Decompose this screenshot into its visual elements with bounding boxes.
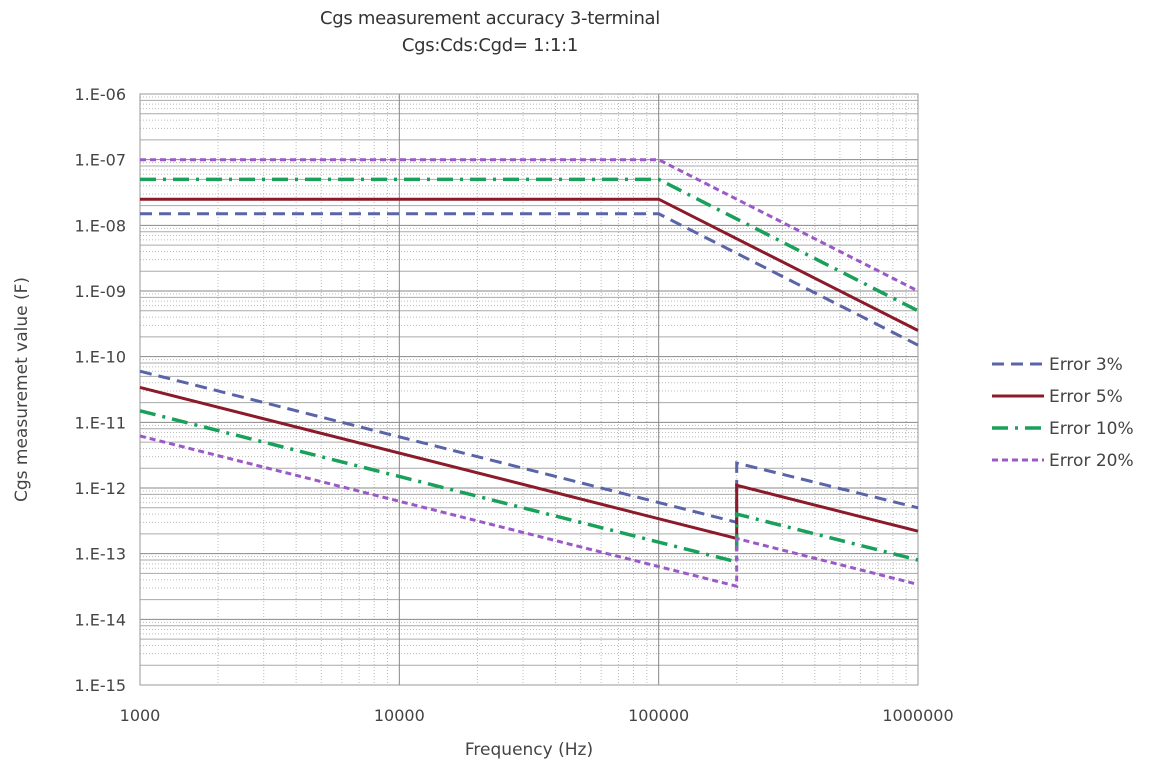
series-line-lower [139, 385, 919, 541]
y-tick-label: 1.E-11 [74, 413, 126, 432]
y-axis-label: Cgs measuremet value (F) [12, 277, 32, 502]
y-tick-label: 1.E-09 [74, 282, 126, 301]
legend-label: Error 3% [1049, 355, 1123, 375]
series-line-upper [140, 212, 919, 347]
legend-label: Error 20% [1049, 451, 1134, 471]
y-tick-label: 1.E-12 [74, 479, 126, 498]
y-tick-label: 1.E-14 [74, 610, 126, 629]
legend: Error 3% Error 5% Error 10% Error 20% [992, 355, 1134, 471]
x-tick-labels: 1000 10000 100000 1000000 [120, 706, 954, 725]
y-tick-labels: 1.E-06 1.E-07 1.E-08 1.E-09 1.E-10 1.E-11 1.E-… [74, 85, 126, 695]
x-tick-label: 1000000 [882, 706, 953, 725]
major-grid [139, 93, 919, 686]
series-line-upper [140, 177, 919, 313]
y-tick-label: 1.E-08 [74, 216, 126, 235]
legend-item: Error 3% [992, 355, 1123, 375]
chart-title: Cgs measurement accuracy 3-terminal [320, 8, 660, 29]
legend-item: Error 20% [992, 451, 1134, 471]
y-tick-label: 1.E-07 [74, 151, 126, 170]
series-line-upper [140, 197, 919, 332]
chart-subtitle: Cgs:Cds:Cgd= 1:1:1 [401, 35, 579, 56]
legend-label: Error 10% [1049, 419, 1134, 439]
legend-item: Error 5% [992, 387, 1123, 407]
x-tick-label: 10000 [374, 706, 425, 725]
y-tick-label: 1.E-13 [74, 545, 126, 564]
plot-frame [139, 93, 919, 686]
y-tick-label: 1.E-06 [74, 85, 126, 104]
x-tick-label: 100000 [628, 706, 689, 725]
legend-label: Error 5% [1049, 387, 1123, 407]
series-layer [139, 158, 919, 589]
y-tick-label: 1.E-10 [74, 348, 126, 367]
series-line-upper [140, 158, 919, 293]
minor-grid [140, 94, 918, 685]
y-tick-label: 1.E-15 [74, 676, 126, 695]
legend-item: Error 10% [992, 419, 1134, 439]
x-axis-label: Frequency (Hz) [465, 740, 593, 760]
x-tick-label: 1000 [120, 706, 161, 725]
series-line-lower [139, 369, 919, 525]
